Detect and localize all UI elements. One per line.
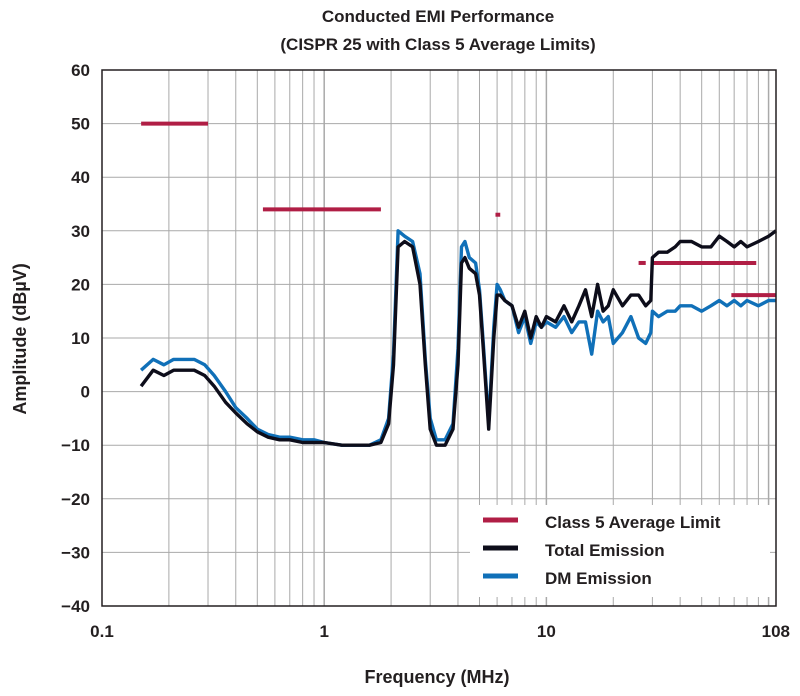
limit-lines: [141, 121, 776, 298]
y-tick-label: −20: [61, 490, 90, 509]
y-tick-label: −40: [61, 597, 90, 616]
legend-label-dm: DM Emission: [545, 569, 652, 588]
y-tick-label: 50: [71, 115, 90, 134]
total-emission-line: [139, 229, 778, 447]
y-tick-label: 40: [71, 168, 90, 187]
x-tick-label: 0.1: [90, 622, 114, 641]
legend-label-total: Total Emission: [545, 541, 665, 560]
y-axis-label: Amplitude (dBµV): [10, 263, 30, 414]
chart-subtitle: (CISPR 25 with Class 5 Average Limits): [280, 35, 595, 54]
x-tick-label: 1: [319, 622, 328, 641]
y-tick-label: −10: [61, 436, 90, 455]
legend-label-limit: Class 5 Average Limit: [545, 513, 721, 532]
x-axis-label: Frequency (MHz): [364, 667, 509, 687]
y-tick-label: 0: [81, 383, 90, 402]
emission-series: [139, 229, 778, 447]
y-tick-label: 20: [71, 275, 90, 294]
x-tick-label: 10: [537, 622, 556, 641]
legend-background: [470, 505, 770, 597]
y-tick-label: 60: [71, 61, 90, 80]
x-tick-label: 108: [762, 622, 790, 641]
plot-frame: [101, 69, 777, 607]
legend: Class 5 Average Limit Total Emission DM …: [470, 505, 770, 597]
x-tick-labels: 0.1 1 10 108: [90, 622, 790, 641]
y-tick-label: 30: [71, 222, 90, 241]
y-tick-label: −30: [61, 543, 90, 562]
y-tick-label: 10: [71, 329, 90, 348]
chart-title: Conducted EMI Performance: [322, 7, 554, 26]
y-tick-labels: 60 50 40 30 20 10 0 −10 −20 −30 −40: [61, 61, 90, 616]
